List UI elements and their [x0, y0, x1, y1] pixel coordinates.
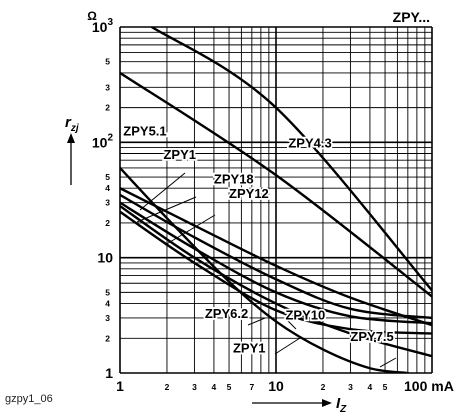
y-tick-label-minor: 5: [105, 287, 110, 297]
y-tick-label-major: 102: [92, 132, 114, 150]
annotation-leader-line: [284, 317, 297, 330]
y-tick-label-major: 1: [105, 365, 113, 381]
series-line-zpy5-1: [120, 71, 432, 298]
series-annotation: ZPY18: [214, 171, 254, 186]
y-tick-label-minor: 5: [105, 57, 110, 67]
series-line-zpy18: [120, 187, 432, 327]
y-axis-arrow: [67, 133, 75, 185]
y-tick-label-minor: 3: [105, 313, 110, 323]
x-axis-label: IZ: [336, 395, 347, 412]
series-line-zpy4-3: [150, 27, 432, 292]
x-tick-label-minor: 5: [383, 382, 388, 392]
series-annotation: ZPY4.3: [288, 136, 331, 151]
axis-labels: ZPY... Ω rzj IZ gzpy1_06: [5, 9, 430, 412]
annotation-leader-line: [274, 337, 301, 355]
x-tick-label-minor: 5: [227, 382, 232, 392]
y-tick-label-minor: 2: [105, 218, 110, 228]
annotation-leader-line: [247, 317, 266, 326]
y-tick-label-minor: 3: [105, 82, 110, 92]
y-tick-label-minor: 3: [105, 198, 110, 208]
x-axis-label-sub: Z: [339, 404, 347, 412]
series-annotation: ZPY1: [163, 147, 196, 162]
series-line-zpy6-2: [120, 210, 432, 335]
series-annotation: ZPY12: [229, 186, 269, 201]
figure-id: gzpy1_06: [5, 393, 53, 405]
annotation-leader-line: [136, 196, 197, 223]
x-tick-label-major: 1: [116, 378, 124, 394]
series-line-zpy12: [120, 193, 432, 320]
x-tick-label-major: 100 mA: [404, 378, 454, 394]
y-axis-label: rzj: [65, 114, 79, 134]
y-tick-label-minor: 4: [105, 299, 110, 309]
x-tick-label-major: 10: [268, 378, 284, 394]
y-tick-label-minor: 2: [105, 103, 110, 113]
annotation-leader-line: [139, 172, 186, 211]
x-tick-label-minor: 4: [368, 382, 373, 392]
x-axis-arrow: [252, 399, 332, 407]
y-tick-label-minor: 4: [105, 183, 110, 193]
series-annotation: ZPY7.5: [350, 329, 393, 344]
chart-title: ZPY...: [393, 9, 430, 25]
series-annotation: ZPY5.1: [123, 123, 166, 138]
y-tick-label-minor: 2: [105, 333, 110, 343]
series-annotation: ZPY10: [285, 308, 325, 323]
y-tick-label-minor: 5: [105, 172, 110, 182]
y-axis-label-main: r: [65, 114, 72, 131]
series-curves: [120, 27, 432, 373]
annotation-leader-line: [164, 214, 216, 246]
x-tick-label-minor: 7: [249, 382, 254, 392]
x-tick-label-minor: 4: [212, 382, 217, 392]
y-unit-label: Ω: [87, 9, 97, 23]
y-tick-label-major: 103: [92, 17, 114, 35]
series-line-zpy10: [120, 201, 432, 325]
x-axis-label-main: I: [336, 395, 341, 412]
y-axis-label-sub: zj: [70, 123, 79, 134]
series-line-zpy1: [120, 166, 410, 373]
x-tick-label-minor: 3: [192, 382, 197, 392]
annotation-leader-line: [379, 357, 397, 368]
x-tick-label-minor: 2: [321, 382, 326, 392]
series-line-zpy7-5: [120, 204, 432, 358]
series-annotation: ZPY6.2: [205, 306, 248, 321]
y-tick-label-major: 10: [97, 250, 113, 266]
series-annotation: ZPY1: [233, 341, 266, 356]
x-tick-label-minor: 3: [348, 382, 353, 392]
x-tick-label-minor: 2: [165, 382, 170, 392]
